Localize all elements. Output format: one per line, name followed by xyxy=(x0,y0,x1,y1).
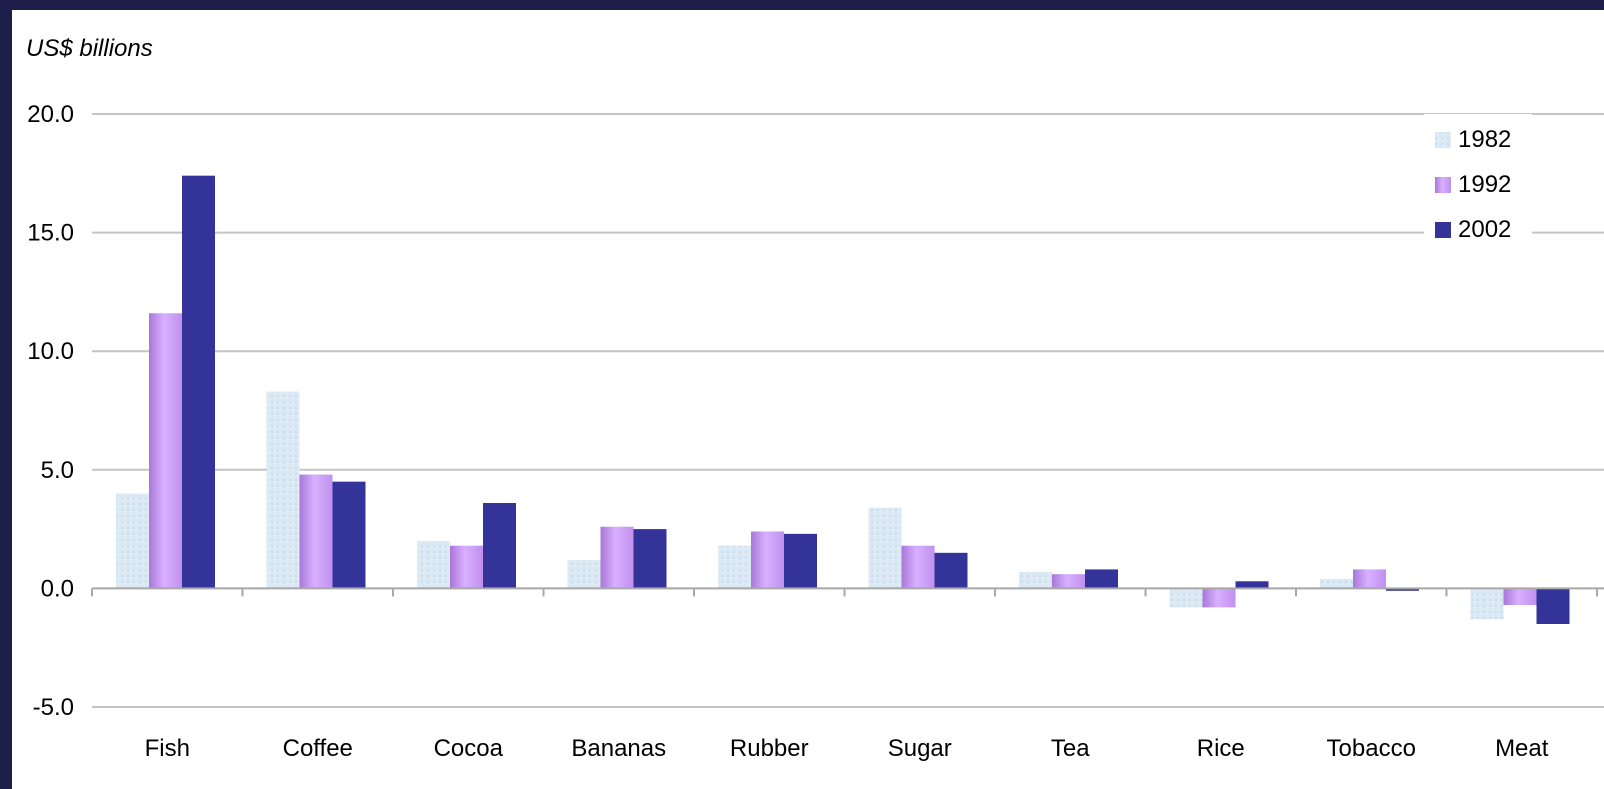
legend-swatch-2002 xyxy=(1435,222,1451,238)
bar-1982-bananas xyxy=(567,559,601,589)
bar-1992-fish xyxy=(149,313,182,589)
bars xyxy=(116,175,1570,624)
x-tick-label: Coffee xyxy=(283,735,353,762)
legend-label-2002: 2002 xyxy=(1458,216,1511,243)
bar-1992-rubber xyxy=(751,531,784,589)
x-tick-label: Tea xyxy=(1051,735,1090,762)
x-tick-label: Sugar xyxy=(888,735,952,762)
legend-swatch-1982 xyxy=(1435,132,1451,148)
bar-2002-meat xyxy=(1536,588,1570,624)
x-tick-label: Bananas xyxy=(571,735,666,762)
bar-1992-bananas xyxy=(600,526,634,589)
y-axis: 20.0 15.0 10.0 5.0 0.0 -5.0 xyxy=(27,101,74,721)
bar-1982-rice xyxy=(1169,588,1203,608)
bar-1992-tobacco xyxy=(1353,569,1386,589)
x-tick-label: Meat xyxy=(1495,735,1549,762)
x-tick-label: Tobacco xyxy=(1327,735,1416,762)
legend-label-1982: 1982 xyxy=(1458,126,1511,153)
bar-2002-rice xyxy=(1235,581,1269,589)
bar-2002-bananas xyxy=(633,529,667,589)
y-tick-label: 10.0 xyxy=(27,338,74,365)
gridlines xyxy=(92,113,1604,708)
bar-1982-fish xyxy=(116,493,149,589)
x-tick-label: Rubber xyxy=(730,735,809,762)
bar-1992-coffee xyxy=(299,474,333,589)
legend-label-1992: 1992 xyxy=(1458,171,1511,198)
x-axis: Fish Coffee Cocoa Bananas Rubber Sugar Tea Rice… xyxy=(91,587,1604,762)
chart-frame: 20.0 15.0 10.0 5.0 0.0 -5.0 Fish Coffee Cocoa Ba… xyxy=(12,10,1604,789)
bar-2002-cocoa xyxy=(483,503,516,589)
bar-1992-cocoa xyxy=(450,545,483,589)
y-axis-label: US$ billions xyxy=(26,35,153,62)
bar-1982-rubber xyxy=(718,545,751,589)
bar-2002-tea xyxy=(1085,569,1118,589)
bar-1982-meat xyxy=(1470,588,1504,620)
legend-swatch-1992 xyxy=(1435,177,1451,193)
bar-1982-tobacco xyxy=(1320,578,1353,589)
y-tick-label: -5.0 xyxy=(33,694,74,721)
x-tick-label: Rice xyxy=(1197,735,1245,762)
legend: 1982 1992 2002 xyxy=(1424,114,1532,243)
bar-chart: 20.0 15.0 10.0 5.0 0.0 -5.0 Fish Coffee Cocoa Ba… xyxy=(26,35,1604,762)
bar-1982-tea xyxy=(1019,571,1052,589)
y-tick-label: 0.0 xyxy=(41,575,74,602)
bar-1982-coffee xyxy=(266,391,300,589)
bar-2002-tobacco xyxy=(1386,588,1419,591)
bar-1982-sugar xyxy=(868,507,902,589)
bar-1992-rice xyxy=(1202,588,1236,608)
y-tick-label: 5.0 xyxy=(41,457,74,484)
bar-1982-cocoa xyxy=(417,540,450,589)
bar-2002-sugar xyxy=(934,552,968,589)
bar-2002-fish xyxy=(182,175,215,589)
bar-2002-coffee xyxy=(332,481,366,589)
y-tick-label: 15.0 xyxy=(27,220,74,247)
x-tick-label: Cocoa xyxy=(434,735,504,762)
y-tick-label: 20.0 xyxy=(27,101,74,128)
bar-1992-tea xyxy=(1052,574,1085,589)
bar-1992-meat xyxy=(1503,588,1537,606)
bar-1992-sugar xyxy=(901,545,935,589)
bar-2002-rubber xyxy=(784,533,817,589)
x-tick-label: Fish xyxy=(145,735,190,762)
